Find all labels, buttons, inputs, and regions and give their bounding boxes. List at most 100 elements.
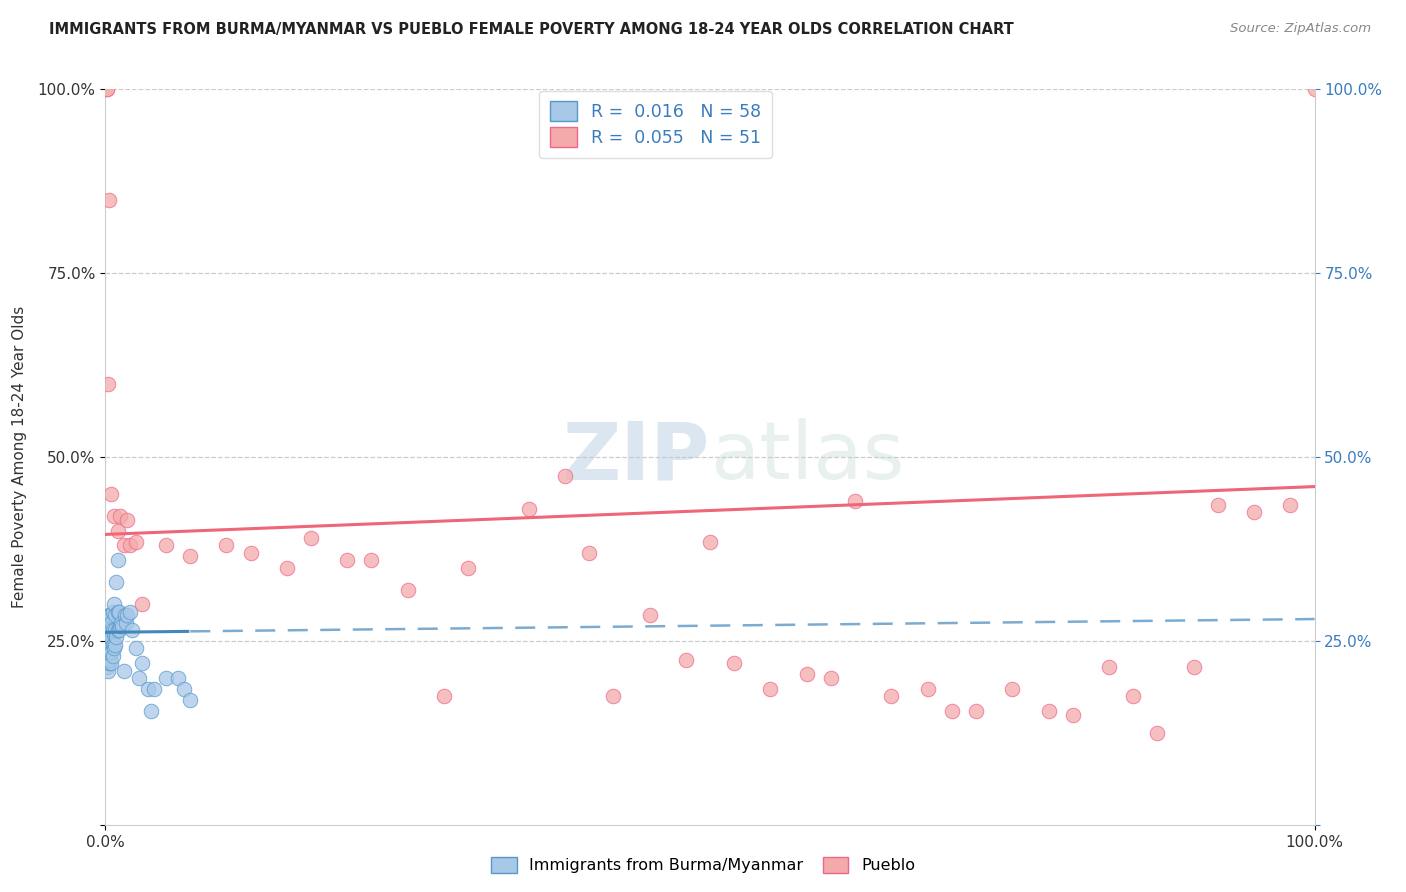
Point xyxy=(880,690,903,704)
Point xyxy=(128,671,150,685)
Point xyxy=(578,546,600,560)
Point xyxy=(96,619,118,633)
Point xyxy=(141,704,163,718)
Point xyxy=(103,508,125,523)
Point xyxy=(602,690,624,704)
Point xyxy=(98,641,121,656)
Point xyxy=(110,615,132,630)
Point xyxy=(100,487,122,501)
Point xyxy=(114,608,136,623)
Point xyxy=(115,513,138,527)
Point xyxy=(107,553,129,567)
Point xyxy=(104,623,127,637)
Point xyxy=(517,501,540,516)
Point xyxy=(917,681,939,696)
Point xyxy=(105,575,128,590)
Point xyxy=(97,612,120,626)
Point xyxy=(396,582,419,597)
Point xyxy=(699,534,721,549)
Point xyxy=(100,615,122,630)
Point xyxy=(97,376,120,391)
Point xyxy=(638,608,661,623)
Point xyxy=(299,531,322,545)
Point xyxy=(103,598,125,612)
Point xyxy=(101,605,124,619)
Point xyxy=(167,671,190,685)
Point xyxy=(101,648,124,663)
Point xyxy=(112,538,135,552)
Point xyxy=(111,619,134,633)
Point xyxy=(1038,704,1060,718)
Point xyxy=(98,645,121,659)
Point xyxy=(131,598,153,612)
Point xyxy=(155,538,177,552)
Point xyxy=(112,664,135,678)
Point xyxy=(103,626,125,640)
Point xyxy=(107,605,129,619)
Point xyxy=(118,538,141,552)
Point xyxy=(1062,707,1084,722)
Point xyxy=(103,641,125,656)
Text: Source: ZipAtlas.com: Source: ZipAtlas.com xyxy=(1230,22,1371,36)
Point xyxy=(124,641,148,656)
Point xyxy=(96,82,118,96)
Point xyxy=(98,652,121,666)
Point xyxy=(796,667,818,681)
Point xyxy=(276,560,298,574)
Legend: Immigrants from Burma/Myanmar, Pueblo: Immigrants from Burma/Myanmar, Pueblo xyxy=(485,850,921,880)
Point xyxy=(98,657,121,671)
Point xyxy=(107,623,129,637)
Point xyxy=(1122,690,1144,704)
Point xyxy=(100,657,122,671)
Point xyxy=(723,657,745,671)
Point xyxy=(97,652,120,666)
Point xyxy=(121,623,143,637)
Point xyxy=(179,693,201,707)
Point xyxy=(98,193,121,207)
Text: IMMIGRANTS FROM BURMA/MYANMAR VS PUEBLO FEMALE POVERTY AMONG 18-24 YEAR OLDS COR: IMMIGRANTS FROM BURMA/MYANMAR VS PUEBLO … xyxy=(49,22,1014,37)
Point xyxy=(965,704,987,718)
Point xyxy=(98,608,121,623)
Point xyxy=(97,626,120,640)
Text: ZIP: ZIP xyxy=(562,418,710,496)
Point xyxy=(136,681,159,696)
Text: atlas: atlas xyxy=(710,418,904,496)
Point xyxy=(96,660,118,674)
Point xyxy=(97,664,120,678)
Y-axis label: Female Poverty Among 18-24 Year Olds: Female Poverty Among 18-24 Year Olds xyxy=(11,306,27,608)
Point xyxy=(108,508,131,523)
Point xyxy=(115,615,138,630)
Point xyxy=(179,549,201,564)
Point xyxy=(1001,681,1024,696)
Point xyxy=(239,546,262,560)
Point xyxy=(820,671,842,685)
Point xyxy=(433,690,456,704)
Point xyxy=(104,638,127,652)
Point xyxy=(1146,726,1168,740)
Point xyxy=(360,553,382,567)
Point xyxy=(98,608,121,623)
Point xyxy=(1182,660,1205,674)
Point xyxy=(173,681,195,696)
Point xyxy=(155,671,177,685)
Point xyxy=(844,494,866,508)
Point xyxy=(124,534,148,549)
Point xyxy=(457,560,479,574)
Point xyxy=(941,704,963,718)
Point xyxy=(336,553,359,567)
Point xyxy=(215,538,238,552)
Point xyxy=(100,631,122,645)
Point xyxy=(107,524,129,538)
Point xyxy=(131,657,153,671)
Point xyxy=(101,638,124,652)
Point xyxy=(105,631,128,645)
Point xyxy=(1206,498,1229,512)
Point xyxy=(1279,498,1302,512)
Point xyxy=(1098,660,1121,674)
Point xyxy=(118,605,141,619)
Point xyxy=(107,605,129,619)
Legend: R =  0.016   N = 58, R =  0.055   N = 51: R = 0.016 N = 58, R = 0.055 N = 51 xyxy=(540,90,772,158)
Point xyxy=(1303,82,1326,96)
Point xyxy=(97,641,120,656)
Point xyxy=(142,681,165,696)
